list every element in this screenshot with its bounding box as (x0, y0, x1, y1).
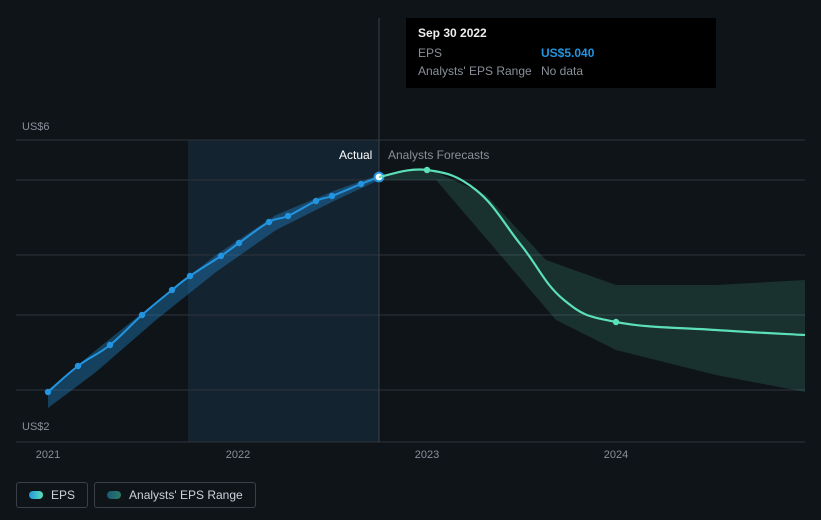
marker-eps (236, 240, 242, 246)
y-axis-label: US$2 (22, 421, 50, 433)
tooltip-row: Analysts' EPS Range No data (418, 62, 704, 80)
band-forecast_band (379, 168, 805, 392)
tooltip-row: EPS US$5.040 (418, 44, 704, 62)
legend-item-range[interactable]: Analysts' EPS Range (94, 482, 256, 508)
tooltip-row-label: Analysts' EPS Range (418, 62, 533, 80)
chart-legend: EPS Analysts' EPS Range (16, 482, 256, 508)
marker-eps (313, 198, 319, 204)
tooltip-row-value: No data (541, 62, 583, 80)
x-axis-label: 2024 (604, 449, 628, 461)
marker-forecast (424, 167, 430, 173)
marker-eps (75, 363, 81, 369)
marker-eps (285, 213, 291, 219)
forecast-region-label: Analysts Forecasts (388, 148, 489, 162)
marker-eps (169, 287, 175, 293)
x-axis-label: 2023 (415, 449, 439, 461)
marker-eps (187, 273, 193, 279)
legend-label-range: Analysts' EPS Range (129, 488, 243, 502)
marker-eps (358, 181, 364, 187)
legend-swatch-range (107, 491, 121, 499)
tooltip-date: Sep 30 2022 (418, 26, 704, 40)
tooltip-row-label: EPS (418, 44, 533, 62)
marker-eps (45, 389, 51, 395)
legend-label-eps: EPS (51, 488, 75, 502)
x-axis-label: 2022 (226, 449, 250, 461)
hover-tooltip: Sep 30 2022 EPSUS$5.040Analysts' EPS Ran… (406, 18, 716, 88)
marker-forecast (613, 319, 619, 325)
marker-eps (139, 312, 145, 318)
actual-region-label: Actual (339, 148, 372, 162)
marker-eps (107, 342, 113, 348)
marker-eps (266, 219, 272, 225)
marker-eps (329, 193, 335, 199)
y-axis-label: US$6 (22, 121, 50, 133)
tooltip-row-value: US$5.040 (541, 44, 594, 62)
legend-item-eps[interactable]: EPS (16, 482, 88, 508)
marker-eps (218, 253, 224, 259)
legend-swatch-eps (29, 491, 43, 499)
x-axis-label: 2021 (36, 449, 60, 461)
